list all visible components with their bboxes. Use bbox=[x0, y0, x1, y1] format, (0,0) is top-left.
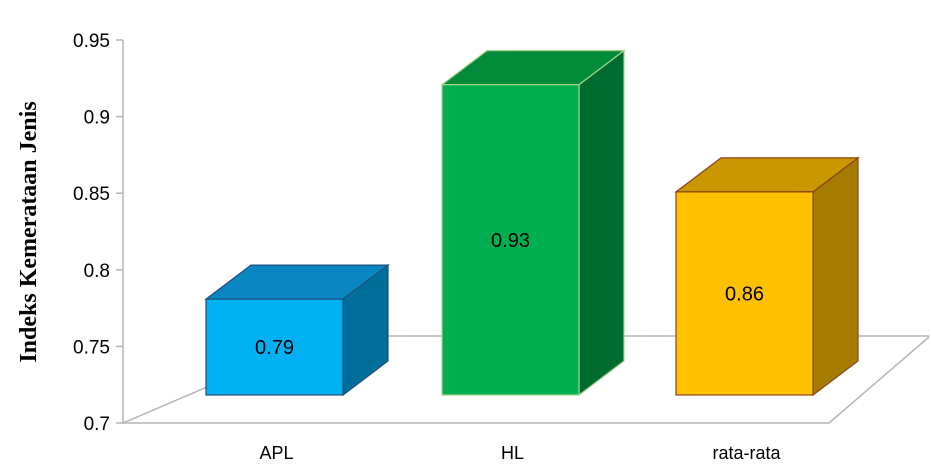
y-tick-label: 0.8 bbox=[84, 261, 110, 282]
bar-APL: 0.79 bbox=[204, 263, 390, 397]
bar-front-face bbox=[675, 191, 814, 396]
category-label: APL bbox=[259, 443, 293, 463]
data-label: 0.86 bbox=[725, 283, 764, 305]
bars: 0.79 0.93 0.86 bbox=[204, 49, 860, 397]
floor-right-edge bbox=[828, 336, 930, 424]
bar-HL: 0.93 bbox=[440, 49, 626, 397]
category-labels: APL HL rata-rata bbox=[259, 443, 781, 463]
y-ticks: 0.7 0.75 0.8 0.85 0.9 0.95 bbox=[73, 31, 123, 435]
bar-front-face bbox=[441, 84, 580, 396]
y-axis-label: Indeks Kemerataan Jenis bbox=[16, 101, 42, 362]
y-tick-label: 0.75 bbox=[73, 337, 110, 358]
y-tick-label: 0.95 bbox=[73, 31, 110, 52]
category-label: HL bbox=[501, 443, 524, 463]
y-tick-label: 0.85 bbox=[73, 184, 110, 205]
data-label: 0.79 bbox=[255, 337, 294, 359]
bar-side-face bbox=[812, 156, 859, 397]
y-tick-label: 0.9 bbox=[84, 108, 110, 129]
category-label: rata-rata bbox=[712, 443, 781, 463]
data-label: 0.93 bbox=[491, 230, 530, 252]
bar-side-face bbox=[578, 49, 625, 397]
y-tick-label: 0.7 bbox=[84, 414, 110, 435]
bar-rata-rata: 0.86 bbox=[674, 156, 860, 397]
bar-front-face bbox=[205, 298, 344, 396]
